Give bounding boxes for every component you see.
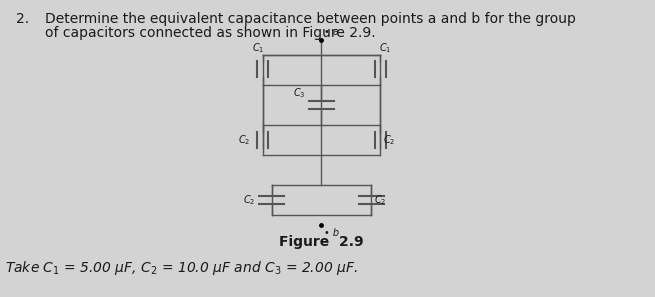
- Text: $C_3$: $C_3$: [293, 86, 305, 100]
- Text: • a: • a: [324, 27, 339, 37]
- Text: $C_1$: $C_1$: [252, 41, 264, 55]
- Text: of capacitors connected as shown in Figure 2.9.: of capacitors connected as shown in Figu…: [45, 26, 376, 40]
- Text: $C_1$: $C_1$: [379, 41, 391, 55]
- Text: Determine the equivalent capacitance between points a and b for the group: Determine the equivalent capacitance bet…: [45, 12, 576, 26]
- Text: 2.: 2.: [16, 12, 29, 26]
- Text: • b: • b: [324, 228, 339, 238]
- Text: $C_2$: $C_2$: [243, 193, 255, 207]
- Text: Figure  2.9: Figure 2.9: [279, 235, 364, 249]
- Text: $C_2$: $C_2$: [238, 133, 250, 147]
- Text: $C_2$: $C_2$: [374, 193, 386, 207]
- Text: $C_2$: $C_2$: [383, 133, 396, 147]
- Text: Take $C_1$ = 5.00 μF, $C_2$ = 10.0 μF and $C_3$ = 2.00 μF.: Take $C_1$ = 5.00 μF, $C_2$ = 10.0 μF an…: [5, 259, 357, 277]
